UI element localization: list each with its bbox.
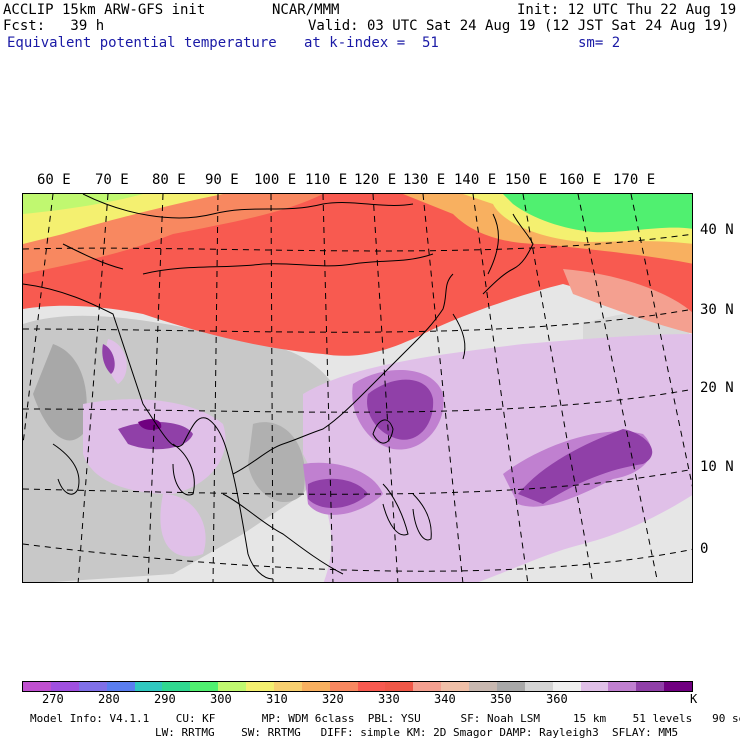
colorbar-tick: 340 [434, 692, 456, 706]
forecast-hour: Fcst: 39 h [3, 18, 105, 34]
lat-label: 0 [700, 541, 709, 557]
dark-purple-core [118, 422, 193, 450]
lon-label: 110 E [305, 172, 348, 188]
colorbar-segment [552, 682, 581, 691]
lon-label: 80 E [152, 172, 186, 188]
colorbar-tick: 310 [266, 692, 288, 706]
colorbar-segment [636, 682, 665, 691]
lon-label: 160 E [559, 172, 602, 188]
colorbar-segment [273, 682, 302, 691]
lat-label: 30 N [700, 302, 734, 318]
colorbar-tick: 350 [490, 692, 512, 706]
colorbar-segment [218, 682, 246, 691]
model-info-line2: LW: RRTMG SW: RRTMG DIFF: simple KM: 2D … [155, 726, 679, 739]
grey-region [248, 422, 305, 503]
level-index: at k-index = 51 [304, 35, 439, 51]
colorbar-segment [246, 682, 274, 691]
colorbar-segment [301, 682, 330, 691]
lon-label: 140 E [454, 172, 497, 188]
colorbar-segment [469, 682, 497, 691]
lon-label: 100 E [254, 172, 297, 188]
darkest-core [138, 419, 162, 430]
lon-label: 90 E [205, 172, 239, 188]
light-purple-region [160, 494, 206, 557]
colorbar-segment [106, 682, 135, 691]
colorbar-tick: 360 [546, 692, 568, 706]
smoothing: sm= 2 [578, 35, 621, 51]
colorbar-tick: 330 [378, 692, 400, 706]
lon-label: 70 E [95, 172, 129, 188]
green-band [23, 194, 143, 214]
dark-purple-core [367, 379, 434, 440]
lat-label: 40 N [700, 222, 734, 238]
colorbar-tick: 300 [210, 692, 232, 706]
colorbar-segment [50, 682, 79, 691]
theta-e-field [23, 194, 692, 582]
colorbar-segment [496, 682, 525, 691]
dark-purple-core [308, 478, 368, 509]
init-time: Init: 12 UTC Thu 22 Aug 19 [517, 2, 737, 18]
lon-label: 170 E [613, 172, 656, 188]
green-band [503, 194, 692, 233]
lon-label: 150 E [505, 172, 548, 188]
lat-label: 10 N [700, 459, 734, 475]
colorbar-segment [357, 682, 386, 691]
lon-label: 130 E [403, 172, 446, 188]
field-name: Equivalent potential temperature [7, 35, 277, 51]
colorbar-tick: 280 [98, 692, 120, 706]
salmon-band [563, 269, 692, 334]
colorbar-segment [524, 682, 553, 691]
colorbar-tick: 290 [154, 692, 176, 706]
colorbar-segment [78, 682, 107, 691]
colorbar-segment [134, 682, 163, 691]
lon-label: 60 E [37, 172, 71, 188]
dark-purple-core [102, 344, 115, 374]
run-title: ACCLIP 15km ARW-GFS init [3, 2, 206, 18]
colorbar-segment [23, 682, 51, 691]
coastlines [23, 194, 534, 580]
center-name: NCAR/MMM [272, 2, 340, 18]
model-info-line1: Model Info: V4.1.1 CU: KF MP: WDM 6class… [30, 712, 740, 725]
lat-label: 20 N [700, 380, 734, 396]
colorbar-segment [580, 682, 609, 691]
colorbar-unit: K [690, 692, 698, 706]
colorbar-segment [162, 682, 191, 691]
colorbar-segment [608, 682, 637, 691]
colorbar-tick: 320 [322, 692, 344, 706]
map-panel [22, 193, 693, 583]
colorbar-segment [413, 682, 442, 691]
colorbar-segment [385, 682, 414, 691]
grey-region [33, 344, 87, 441]
graticule [23, 194, 692, 582]
dark-purple-core [518, 429, 653, 504]
valid-time: Valid: 03 UTC Sat 24 Aug 19 (12 JST Sat … [308, 18, 730, 34]
colorbar-tick: 270 [42, 692, 64, 706]
colorbar-segment [190, 682, 219, 691]
colorbar-segment [664, 682, 692, 691]
lon-label: 120 E [354, 172, 397, 188]
colorbar [22, 681, 693, 692]
colorbar-segment [441, 682, 469, 691]
colorbar-segment [329, 682, 358, 691]
